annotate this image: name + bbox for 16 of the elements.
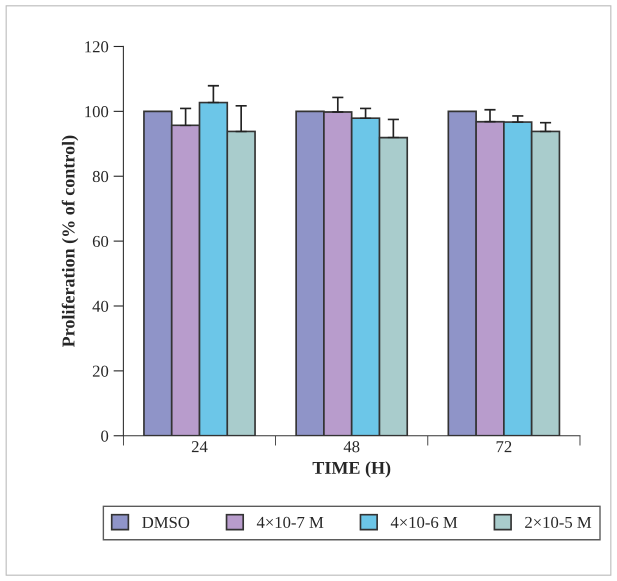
x-tick-label: 72: [496, 441, 512, 452]
x-axis-title: TIME (H): [312, 461, 390, 478]
legend-label: 4×10-7 M: [256, 516, 324, 528]
y-tick-label: 60: [92, 236, 108, 248]
legend-label: 4×10-6 M: [390, 516, 458, 528]
y-tick-label: 20: [92, 366, 108, 377]
legend-label: 2×10-5 M: [525, 516, 592, 528]
y-tick-label: 120: [85, 41, 108, 52]
y-tick-label: 80: [92, 170, 108, 182]
x-tick-label: 24: [192, 441, 208, 452]
y-axis-title: Proliferation (% of control): [62, 136, 78, 348]
legend-label: DMSO: [142, 516, 190, 528]
y-tick-label: 40: [92, 300, 108, 312]
y-tick-label: 0: [101, 430, 108, 442]
x-tick-label: 48: [344, 441, 360, 452]
y-tick-label: 100: [85, 106, 108, 118]
